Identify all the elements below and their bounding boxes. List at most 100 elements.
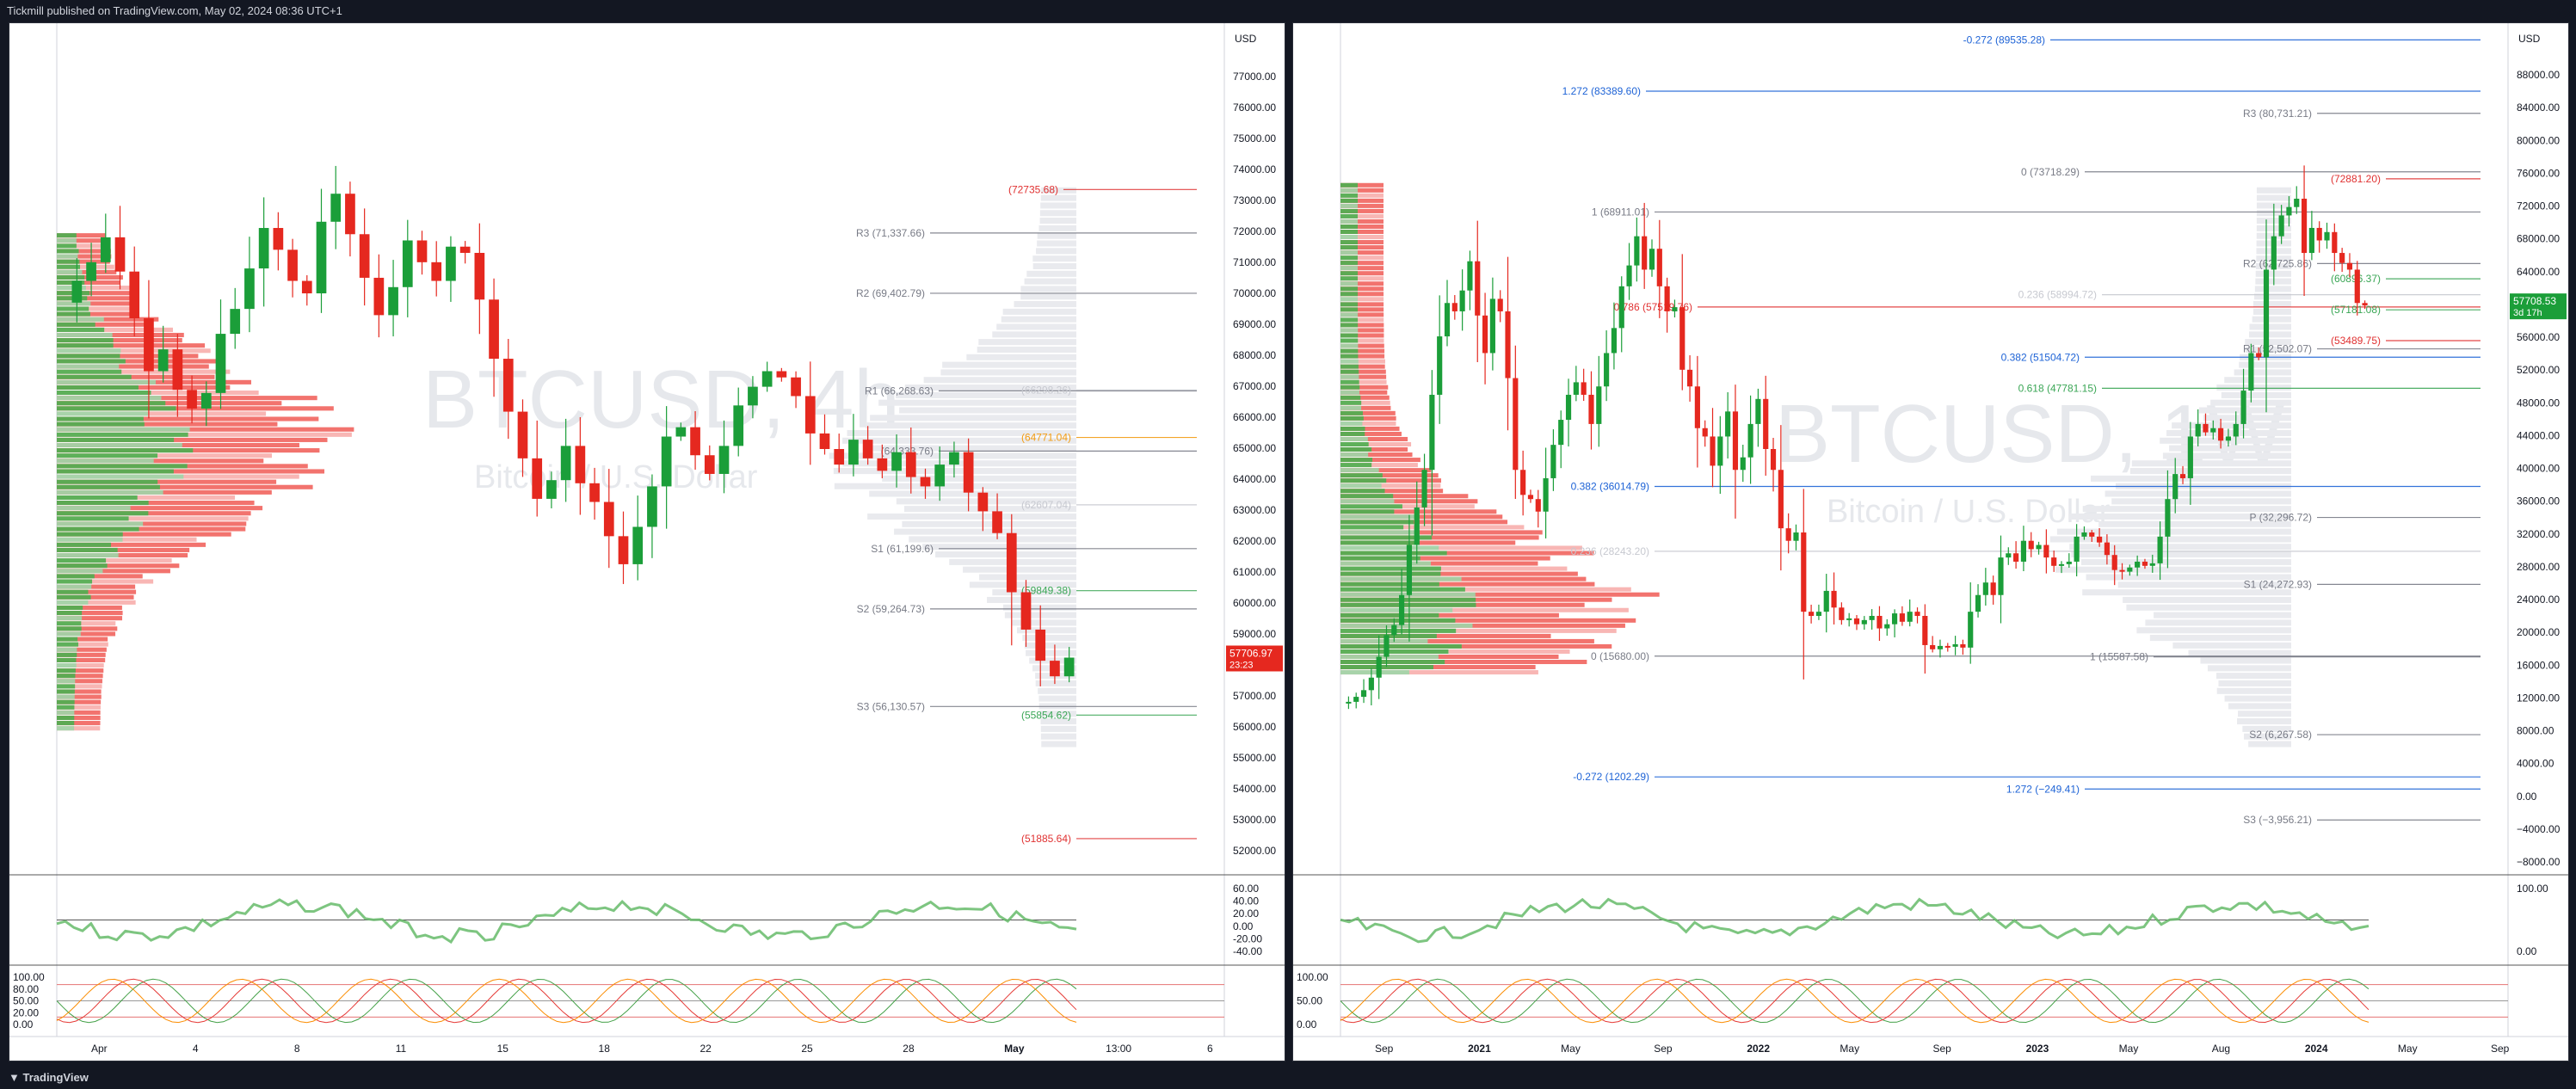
left-volume-profile-bar [57, 516, 129, 521]
volume-profile-bar [2071, 551, 2291, 558]
left-volume-profile-bar [1340, 286, 1359, 292]
countdown-label: 23:23 [1229, 661, 1254, 671]
volume-profile-bar [1036, 248, 1076, 255]
left-volume-profile-bar [1340, 597, 1612, 602]
currency-label: USD [1235, 33, 1257, 45]
x-tick-label: Apr [91, 1043, 108, 1055]
left-volume-profile-bar [57, 662, 77, 668]
level-label: 1.272 (83389.60) [1562, 85, 1641, 97]
left-volume-profile-bar [1340, 338, 1384, 343]
volume-profile-bar [1002, 604, 1076, 611]
left-volume-profile-bar [1340, 514, 1503, 520]
left-volume-profile-bar [57, 427, 190, 432]
chart-panel-1w[interactable]: USD BTCUSD, 1W Bitcoin / U.S. Dollar 88000.… [1292, 22, 2569, 1061]
left-volume-profile-bar [1340, 576, 1587, 581]
left-volume-profile-bar [1340, 364, 1385, 369]
volume-profile-bar [2242, 725, 2291, 732]
candle-body [1740, 457, 1746, 471]
candle-body [1437, 336, 1443, 395]
left-volume-profile-bar [1340, 323, 1359, 328]
osc1-tick-label: 20.00 [1233, 908, 1259, 920]
chart-panel-4h[interactable]: USD BTCUSD, 4h Bitcoin / U.S. Dollar 77000.… [9, 22, 1285, 1061]
stoch-line [56, 978, 1077, 1024]
chart-svg-4h[interactable]: USD BTCUSD, 4h Bitcoin / U.S. Dollar 77000.… [9, 23, 1285, 1061]
left-volume-profile-bar [1340, 649, 1570, 654]
left-volume-profile-bar [1340, 317, 1384, 323]
osc1-tick-label: 100.00 [2517, 883, 2548, 895]
volume-profile-bar [1040, 733, 1076, 740]
left-volume-profile-bar [57, 506, 131, 511]
left-volume-profile-bar [57, 322, 96, 327]
left-volume-profile-bar [1340, 229, 1359, 235]
left-volume-profile-bar [1340, 447, 1372, 452]
volume-profile-bar [2234, 369, 2291, 376]
left-volume-profile-bar [57, 448, 194, 453]
left-volume-profile-bar [1340, 261, 1384, 266]
volume-profile-bar [2082, 589, 2291, 596]
price-label: 57708.53 [2513, 295, 2556, 307]
left-volume-profile-bar [1340, 297, 1384, 302]
candle-body [1618, 286, 1624, 329]
left-volume-profile-bar [1340, 198, 1359, 203]
left-volume-profile-bar [1340, 281, 1384, 286]
left-volume-profile-bar [1340, 509, 1395, 514]
candle-body [2051, 557, 2057, 566]
left-volume-profile-bar [1340, 431, 1365, 436]
left-volume-profile-bar [1340, 530, 1543, 535]
candle-body [1421, 470, 1427, 508]
candle-body [690, 427, 700, 456]
left-volume-profile-bar [57, 715, 101, 721]
left-volume-profile-bar [1340, 276, 1384, 281]
left-volume-profile-bar [1340, 441, 1412, 447]
left-volume-profile-bar [57, 484, 160, 489]
candle-body [834, 449, 845, 465]
y-tick-label: 55000.00 [1233, 752, 1276, 764]
left-volume-profile-bar [57, 694, 75, 699]
volume-profile-bar [2224, 695, 2291, 702]
volume-profile-bar [1041, 187, 1076, 194]
volume-profile-bar [2136, 627, 2291, 634]
y-tick-label: 64000.00 [1233, 473, 1276, 485]
candle-body [2210, 428, 2216, 433]
candle-body [1793, 532, 1799, 541]
left-volume-profile-bar [1340, 400, 1390, 405]
candle-body [416, 240, 428, 262]
x-tick-label: 4 [193, 1043, 199, 1055]
left-volume-profile-bar [1340, 286, 1384, 292]
candle-body [1930, 644, 1936, 649]
candle-body [1763, 398, 1769, 449]
volume-profile-bar [2216, 385, 2291, 391]
left-volume-profile-bar [57, 332, 184, 338]
left-volume-profile-bar [1340, 333, 1384, 338]
left-volume-profile-bar [1340, 395, 1361, 400]
left-volume-profile-bar [1340, 545, 1439, 551]
left-volume-profile-bar [1340, 333, 1359, 338]
rsi-line [56, 898, 1077, 944]
candle-body [474, 252, 485, 300]
candle-body [1063, 657, 1075, 677]
left-volume-profile-bar [57, 354, 120, 359]
candle-body [647, 486, 657, 527]
price-label-box [2510, 293, 2567, 320]
left-volume-profile-bar [1340, 240, 1384, 245]
countdown-label: 3d 17h [2513, 308, 2542, 318]
left-volume-profile-bar [1340, 354, 1359, 359]
left-volume-profile-bar [57, 579, 93, 584]
left-volume-profile-bar [57, 594, 134, 600]
volume-profile-bar [2256, 187, 2291, 194]
left-volume-profile-bar [57, 605, 122, 611]
x-tick-label: 2024 [2305, 1043, 2328, 1055]
x-tick-label: 6 [1207, 1043, 1213, 1055]
candle-body [2089, 532, 2095, 537]
left-volume-profile-bar [1340, 359, 1359, 364]
volume-profile-bar [2224, 377, 2291, 384]
left-volume-profile-bar [1340, 520, 1414, 525]
left-volume-profile-bar [57, 584, 136, 589]
y-tick-label: 71000.00 [1233, 256, 1276, 268]
candle-body [1725, 411, 1731, 437]
volume-profile-bar [992, 589, 1076, 596]
left-volume-profile-bar [57, 684, 76, 689]
left-volume-profile-bar [1340, 374, 1387, 379]
candle-body [330, 194, 342, 222]
